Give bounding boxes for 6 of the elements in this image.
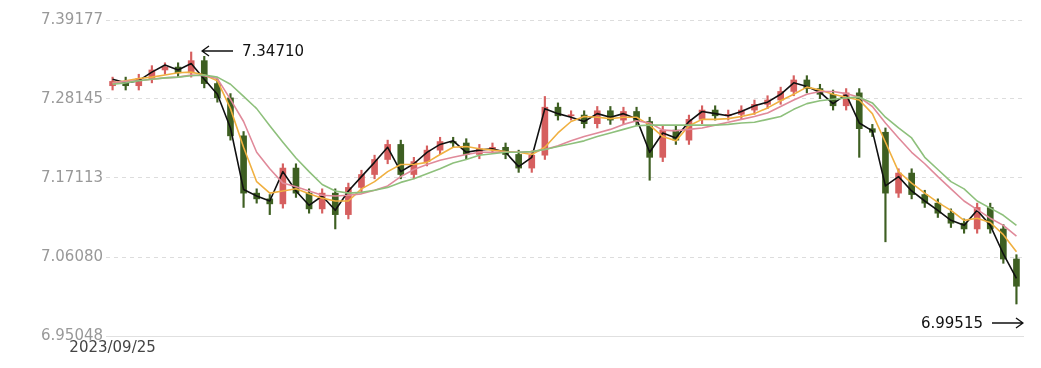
- y-tick-label: 7.06080: [41, 246, 104, 265]
- y-tick-label: 7.28145: [41, 88, 104, 107]
- annotation: 6.99515: [920, 314, 983, 332]
- annotation: 7.34710: [242, 42, 305, 60]
- y-tick-label: 7.17113: [41, 167, 104, 186]
- y-tick-label: 7.39177: [41, 9, 104, 28]
